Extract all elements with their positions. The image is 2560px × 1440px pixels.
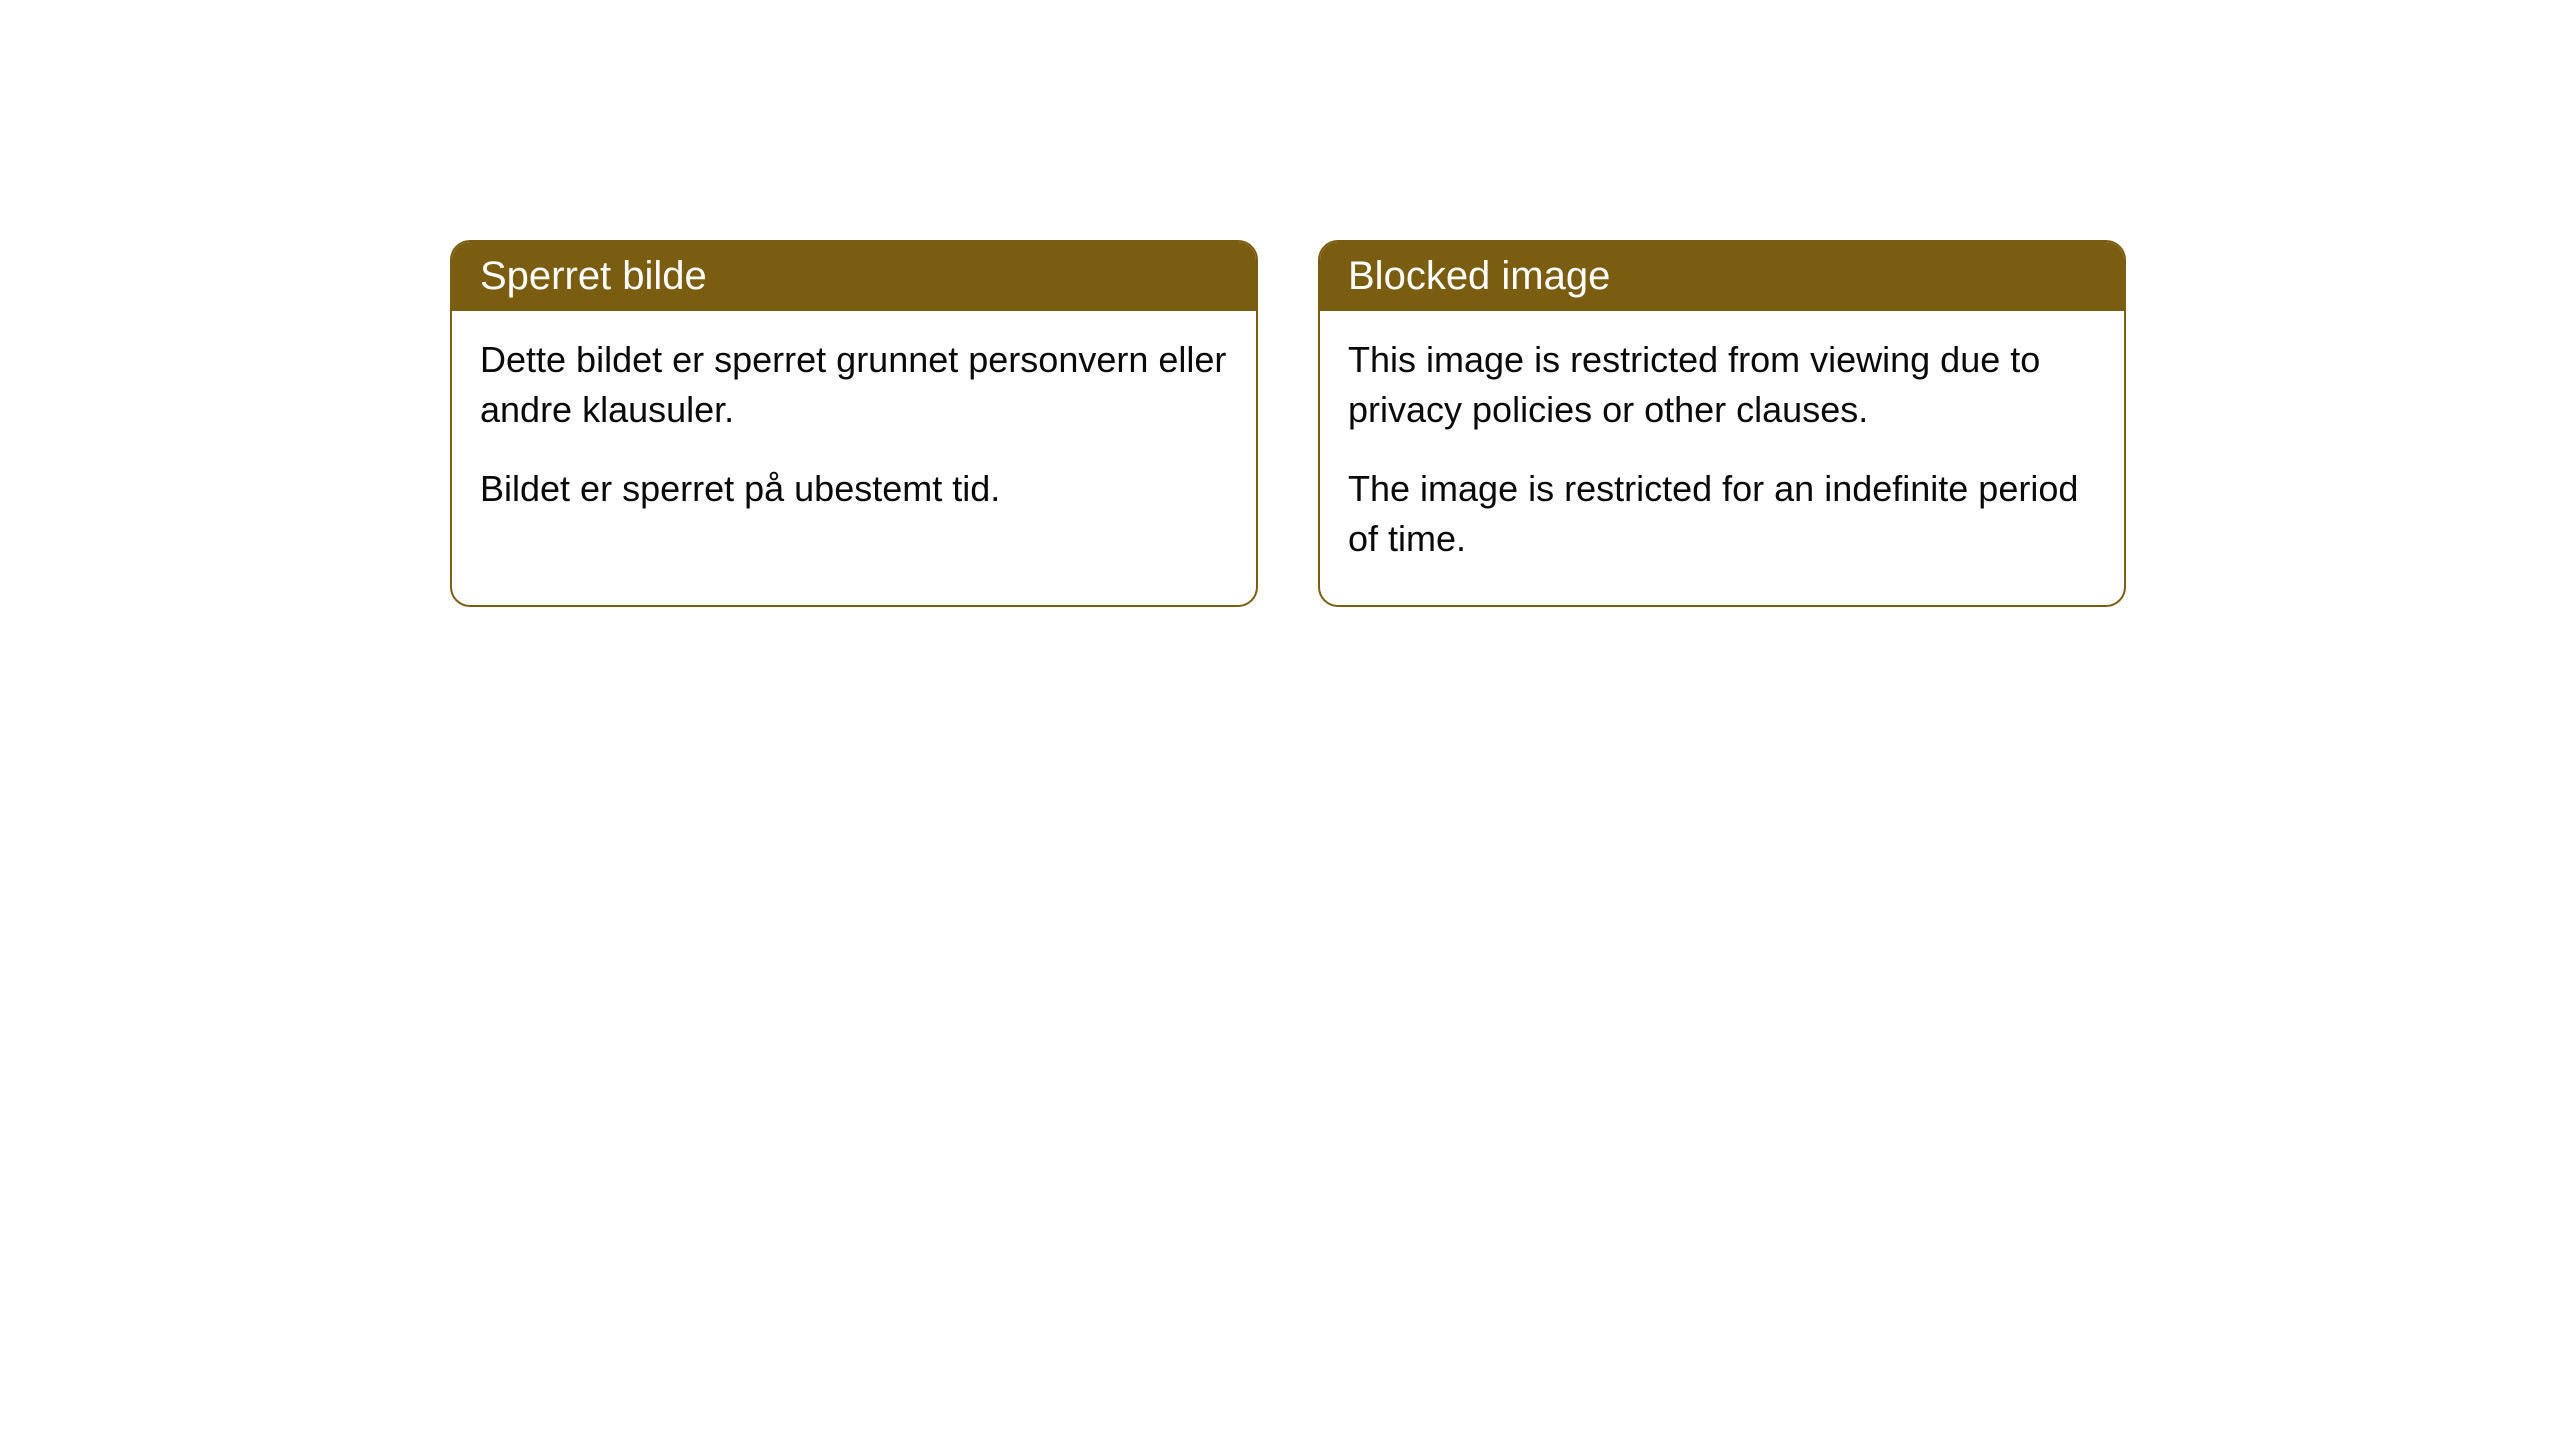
card-header: Sperret bilde [452, 242, 1256, 311]
card-body: This image is restricted from viewing du… [1320, 311, 2124, 605]
card-paragraph: Bildet er sperret på ubestemt tid. [480, 464, 1228, 514]
card-paragraph: The image is restricted for an indefinit… [1348, 464, 2096, 565]
notice-card-norwegian: Sperret bilde Dette bildet er sperret gr… [450, 240, 1258, 607]
card-header: Blocked image [1320, 242, 2124, 311]
notice-cards-container: Sperret bilde Dette bildet er sperret gr… [450, 240, 2126, 607]
card-paragraph: Dette bildet er sperret grunnet personve… [480, 335, 1228, 436]
notice-card-english: Blocked image This image is restricted f… [1318, 240, 2126, 607]
card-paragraph: This image is restricted from viewing du… [1348, 335, 2096, 436]
card-body: Dette bildet er sperret grunnet personve… [452, 311, 1256, 554]
